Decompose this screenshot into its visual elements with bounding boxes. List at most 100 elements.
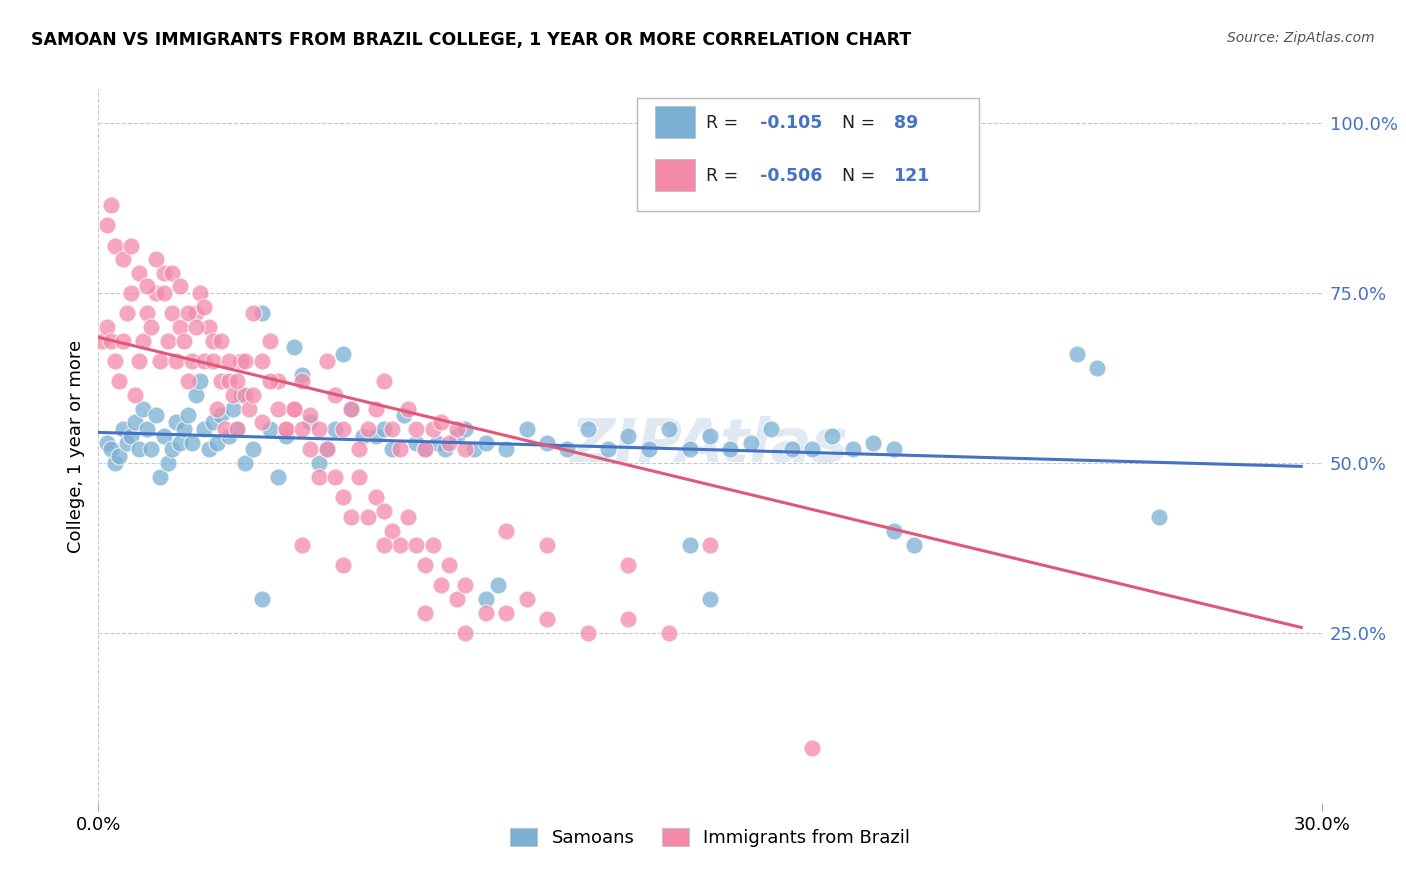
Point xyxy=(124,388,146,402)
Point xyxy=(821,429,844,443)
Point xyxy=(165,354,187,368)
Point xyxy=(291,375,314,389)
Point xyxy=(516,591,538,606)
Point xyxy=(299,415,322,429)
Point xyxy=(111,422,134,436)
Point xyxy=(841,442,863,457)
Point xyxy=(761,422,783,436)
Point xyxy=(308,456,330,470)
Point xyxy=(214,422,236,436)
Point xyxy=(233,354,256,368)
Point xyxy=(381,422,404,436)
Point xyxy=(474,606,498,620)
Point xyxy=(267,401,290,416)
Point xyxy=(111,334,134,348)
Y-axis label: College, 1 year or more: College, 1 year or more xyxy=(66,340,84,552)
Point xyxy=(197,320,219,334)
Point xyxy=(242,306,264,320)
Point xyxy=(169,320,191,334)
Point xyxy=(332,422,354,436)
Point xyxy=(91,334,114,348)
Point xyxy=(308,422,330,436)
Point xyxy=(389,537,412,551)
Point xyxy=(128,266,150,280)
Point xyxy=(111,252,134,266)
Point xyxy=(658,626,681,640)
Point xyxy=(231,354,253,368)
Point xyxy=(516,422,538,436)
Point xyxy=(197,442,219,457)
Point xyxy=(124,415,146,429)
Point xyxy=(274,422,297,436)
Point xyxy=(193,300,215,314)
Point xyxy=(291,422,314,436)
Point xyxy=(120,238,142,252)
Point xyxy=(373,375,395,389)
Point xyxy=(136,306,159,320)
Point xyxy=(100,198,122,212)
Point xyxy=(226,375,249,389)
Point xyxy=(108,449,131,463)
Point xyxy=(128,442,150,457)
Point xyxy=(96,320,118,334)
Point xyxy=(555,442,579,457)
Point xyxy=(617,612,640,626)
Point xyxy=(291,537,314,551)
Point xyxy=(340,401,363,416)
Point xyxy=(238,401,260,416)
Point xyxy=(373,503,395,517)
Point xyxy=(160,442,183,457)
Point xyxy=(242,442,264,457)
Point xyxy=(536,435,558,450)
Point xyxy=(446,591,468,606)
Point xyxy=(186,320,208,334)
Point xyxy=(250,415,273,429)
Point xyxy=(96,435,118,450)
Point xyxy=(193,422,215,436)
Point xyxy=(332,347,354,361)
Point xyxy=(536,537,558,551)
Point xyxy=(434,442,457,457)
Point xyxy=(149,469,172,483)
Point xyxy=(104,456,127,470)
Point xyxy=(132,334,155,348)
Point xyxy=(267,375,290,389)
Text: R =: R = xyxy=(706,167,744,185)
Point xyxy=(308,469,330,483)
Point xyxy=(340,401,363,416)
Point xyxy=(120,286,142,301)
Point xyxy=(100,334,122,348)
Point xyxy=(173,422,195,436)
Point xyxy=(181,435,204,450)
Point xyxy=(267,469,290,483)
Text: 89: 89 xyxy=(894,114,918,132)
Point xyxy=(405,422,427,436)
Point xyxy=(349,469,371,483)
Point xyxy=(454,442,477,457)
Point xyxy=(108,375,131,389)
Point xyxy=(349,442,371,457)
Point xyxy=(173,334,195,348)
Point xyxy=(233,388,256,402)
Point xyxy=(323,388,346,402)
Point xyxy=(679,442,702,457)
Point xyxy=(352,429,374,443)
Point xyxy=(250,591,273,606)
Point xyxy=(437,558,460,572)
Point xyxy=(332,490,354,504)
Point xyxy=(474,435,498,450)
FancyBboxPatch shape xyxy=(655,159,696,191)
Point xyxy=(141,442,163,457)
Point xyxy=(136,279,159,293)
Point xyxy=(422,422,444,436)
Legend: Samoans, Immigrants from Brazil: Samoans, Immigrants from Brazil xyxy=(503,821,917,855)
Point xyxy=(250,354,273,368)
Point xyxy=(222,401,245,416)
Point xyxy=(259,334,281,348)
Text: Source: ZipAtlas.com: Source: ZipAtlas.com xyxy=(1227,31,1375,45)
Point xyxy=(226,422,249,436)
Point xyxy=(177,306,200,320)
Point xyxy=(637,442,661,457)
Text: N =: N = xyxy=(842,167,882,185)
Point xyxy=(169,279,191,293)
